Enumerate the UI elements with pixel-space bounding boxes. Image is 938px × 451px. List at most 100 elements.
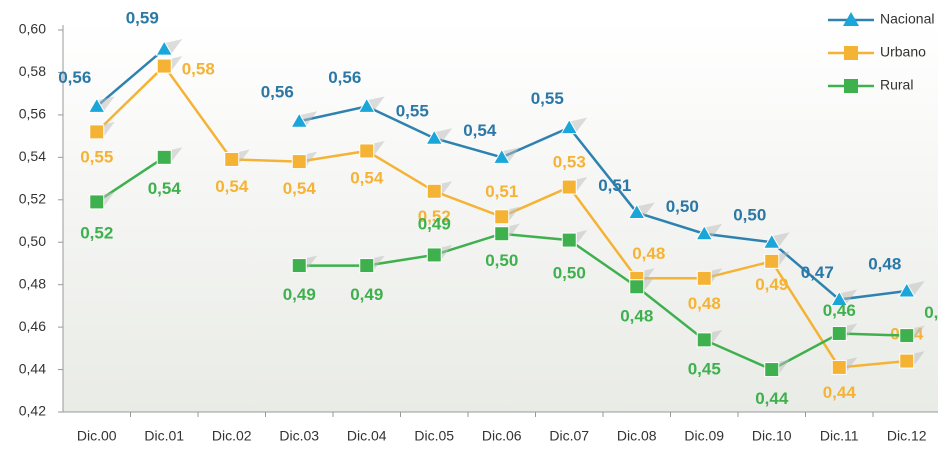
y-tick-label: 0,46	[19, 318, 46, 334]
data-label: 0,54	[215, 177, 249, 196]
data-label: 0,53	[553, 153, 586, 172]
data-point	[291, 154, 307, 170]
legend-marker	[844, 79, 858, 93]
data-label: 0,51	[485, 182, 518, 201]
data-point	[494, 226, 510, 242]
data-label: 0,46	[823, 301, 856, 320]
data-point	[831, 359, 847, 375]
y-tick-label: 0,56	[19, 106, 46, 122]
data-point	[290, 112, 309, 128]
data-point	[494, 209, 510, 225]
data-label: 0,58	[182, 60, 215, 79]
data-label: 0,52	[80, 223, 113, 242]
data-label: 0,52	[418, 207, 451, 226]
x-tick-label: Dic.11	[820, 428, 859, 444]
data-label: 0,51	[598, 176, 631, 195]
x-tick-label: Dic.07	[549, 428, 589, 444]
x-tick-label: Dic.03	[279, 428, 319, 444]
data-point	[291, 258, 307, 274]
data-label: 0,54	[350, 168, 384, 187]
data-label: 0,50	[666, 197, 699, 216]
data-point	[899, 328, 915, 344]
data-point	[224, 151, 240, 167]
data-point	[89, 124, 105, 140]
y-tick-label: 0,52	[19, 190, 46, 206]
data-point	[561, 232, 577, 248]
legend-marker	[844, 46, 858, 60]
data-label: 0,50	[733, 206, 766, 225]
series-line	[299, 232, 907, 371]
x-tick-label: Dic.06	[482, 428, 522, 444]
data-label: 0,45	[688, 359, 721, 378]
x-tick-label: Dic.04	[347, 428, 387, 444]
data-point	[629, 279, 645, 295]
y-tick-label: 0,50	[19, 233, 46, 249]
data-label: 0,55	[396, 102, 429, 121]
data-point	[627, 203, 646, 220]
data-label: 0,49	[283, 285, 316, 304]
data-label: 0,48	[688, 294, 721, 313]
x-tick-label: Dic.10	[752, 428, 792, 444]
data-point	[897, 282, 916, 298]
series-line	[95, 48, 166, 108]
data-point	[156, 58, 172, 74]
data-point	[561, 179, 577, 195]
data-label: 0,54	[283, 179, 317, 198]
data-label: 0,49	[755, 275, 788, 294]
data-label: 0,46	[924, 303, 938, 322]
data-label: 0,44	[755, 389, 789, 408]
legend-label: Urbano	[880, 44, 926, 60]
x-tick-label: Dic.05	[414, 428, 454, 444]
data-label: 0,50	[485, 251, 518, 270]
y-tick-label: 0,48	[19, 275, 46, 291]
data-label: 0,47	[801, 263, 834, 282]
series-line	[298, 105, 907, 301]
data-label: 0,50	[553, 264, 586, 283]
data-label: 0,48	[620, 306, 653, 325]
data-label: 0,56	[58, 68, 91, 87]
data-point	[762, 233, 781, 249]
data-label: 0,56	[328, 68, 361, 87]
x-tick-label: Dic.02	[212, 428, 252, 444]
data-label: 0,54	[148, 179, 182, 198]
data-label: 0,49	[350, 285, 383, 304]
data-point	[764, 253, 780, 269]
data-point	[425, 129, 444, 145]
data-point	[831, 325, 847, 341]
x-tick-label: Dic.00	[77, 428, 117, 444]
y-tick-label: 0,60	[19, 21, 46, 37]
data-point	[359, 258, 375, 274]
data-label: 0,44	[823, 383, 857, 402]
legend-label: Rural	[880, 77, 913, 93]
data-point	[899, 353, 915, 369]
data-point	[155, 40, 174, 56]
data-label: 0,48	[868, 255, 901, 274]
data-label: 0,54	[463, 121, 497, 140]
data-point	[764, 362, 780, 378]
y-tick-label: 0,44	[19, 360, 46, 376]
y-tick-label: 0,42	[19, 403, 46, 419]
data-point	[695, 224, 714, 241]
data-point	[560, 118, 579, 135]
data-label: 0,48	[632, 244, 665, 263]
data-point	[696, 270, 712, 286]
x-tick-label: Dic.09	[684, 428, 724, 444]
data-point	[426, 247, 442, 263]
x-tick-label: Dic.01	[144, 428, 184, 444]
legend-label: Nacional	[880, 11, 934, 27]
x-tick-label: Dic.08	[617, 428, 657, 444]
data-point	[696, 332, 712, 348]
data-point	[89, 194, 105, 210]
data-label: 0,56	[261, 83, 294, 102]
data-label: 0,49	[418, 214, 451, 233]
data-label: 0,55	[531, 89, 564, 108]
legend-marker	[843, 12, 859, 26]
data-point	[357, 97, 376, 113]
data-point	[492, 148, 511, 164]
data-label: 0,55	[80, 147, 113, 166]
data-label: 0,59	[126, 9, 159, 28]
data-point	[830, 290, 849, 307]
y-tick-label: 0,54	[19, 148, 46, 164]
y-tick-label: 0,58	[19, 63, 46, 79]
